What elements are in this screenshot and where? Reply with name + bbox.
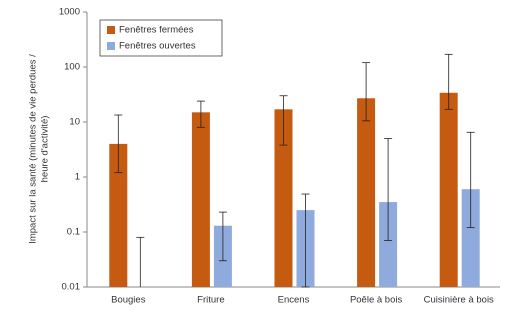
bar bbox=[379, 202, 398, 287]
legend-label: Fenêtres ouvertes bbox=[119, 41, 196, 52]
y-tick-label: 100 bbox=[64, 62, 80, 73]
y-tick-label: 10 bbox=[69, 117, 80, 128]
y-tick-label: 1000 bbox=[59, 7, 80, 18]
error-bar bbox=[362, 62, 371, 122]
y-tick-label: 1 bbox=[75, 172, 80, 183]
error-bar bbox=[114, 114, 123, 174]
legend-box bbox=[99, 19, 223, 57]
bar bbox=[439, 92, 458, 287]
y-tick-label: 0.01 bbox=[62, 282, 81, 293]
x-tick-label: Friture bbox=[197, 295, 224, 306]
error-bar bbox=[301, 193, 310, 288]
legend-label: Fenêtres fermées bbox=[119, 25, 194, 36]
error-bar bbox=[279, 95, 288, 146]
error-bar bbox=[384, 138, 393, 241]
bar bbox=[109, 143, 128, 287]
bar bbox=[461, 189, 480, 287]
legend-swatch bbox=[107, 42, 115, 50]
y-axis-label: heure d'activité) bbox=[40, 116, 51, 183]
x-tick-label: Encens bbox=[278, 295, 310, 306]
x-tick-label: Cuisinière à bois bbox=[424, 295, 494, 306]
error-bar bbox=[196, 100, 205, 128]
bar bbox=[191, 112, 210, 288]
error-bar bbox=[466, 131, 475, 229]
x-tick-label: Poêle à bois bbox=[350, 295, 403, 306]
error-bar bbox=[136, 236, 145, 287]
error-bar bbox=[218, 211, 227, 262]
bar bbox=[357, 98, 376, 287]
x-tick-label: Bougies bbox=[111, 295, 146, 306]
error-bar bbox=[444, 53, 453, 110]
bar bbox=[274, 109, 293, 287]
y-tick-label: 0.1 bbox=[67, 227, 80, 238]
y-axis-label: Impact sur la santé (minutes de vie perd… bbox=[28, 54, 39, 244]
legend-swatch bbox=[107, 26, 115, 34]
